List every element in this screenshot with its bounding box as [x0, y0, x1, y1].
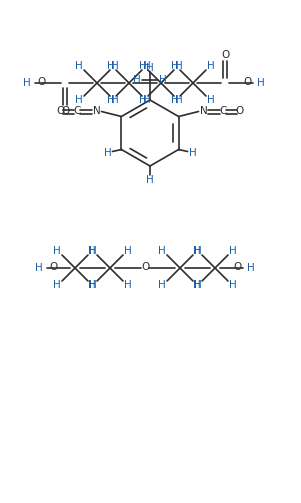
Text: H: H [159, 75, 167, 85]
Text: H: H [143, 95, 151, 105]
Text: O: O [233, 262, 241, 272]
Text: H: H [247, 263, 255, 273]
Text: H: H [107, 61, 115, 71]
Text: H: H [189, 147, 197, 157]
Text: O: O [243, 77, 251, 87]
Text: H: H [194, 280, 202, 290]
Text: H: H [111, 61, 119, 71]
Text: H: H [75, 61, 83, 71]
Text: O: O [141, 262, 149, 272]
Text: N: N [92, 106, 100, 116]
Text: H: H [146, 63, 154, 73]
Text: H: H [88, 280, 96, 290]
Text: H: H [133, 75, 141, 85]
Text: H: H [158, 280, 166, 290]
Text: O: O [56, 106, 64, 116]
Text: H: H [104, 147, 111, 157]
Text: H: H [158, 246, 166, 256]
Text: H: H [111, 95, 119, 105]
Text: H: H [143, 61, 151, 71]
Text: O: O [49, 262, 57, 272]
Text: H: H [175, 95, 183, 105]
Text: N: N [200, 106, 207, 116]
Text: H: H [89, 280, 97, 290]
Text: O: O [37, 77, 45, 87]
Text: H: H [23, 78, 31, 88]
Text: H: H [171, 95, 179, 105]
Text: O: O [235, 106, 244, 116]
Text: O: O [221, 50, 229, 60]
Text: H: H [139, 61, 147, 71]
Text: H: H [53, 246, 61, 256]
Text: H: H [88, 246, 96, 256]
Text: H: H [124, 280, 132, 290]
Text: H: H [257, 78, 265, 88]
Text: H: H [194, 246, 202, 256]
Text: H: H [35, 263, 43, 273]
Text: H: H [75, 95, 83, 105]
Text: H: H [139, 95, 147, 105]
Text: C: C [219, 106, 226, 116]
Text: H: H [193, 280, 201, 290]
Text: H: H [207, 61, 215, 71]
Text: H: H [229, 280, 237, 290]
Text: H: H [89, 246, 97, 256]
Text: H: H [146, 175, 154, 185]
Text: H: H [171, 61, 179, 71]
Text: H: H [207, 95, 215, 105]
Text: H: H [175, 61, 183, 71]
Text: H: H [107, 95, 115, 105]
Text: O: O [61, 106, 69, 116]
Text: H: H [193, 246, 201, 256]
Text: H: H [124, 246, 132, 256]
Text: H: H [229, 246, 237, 256]
Text: H: H [53, 280, 61, 290]
Text: C: C [74, 106, 81, 116]
